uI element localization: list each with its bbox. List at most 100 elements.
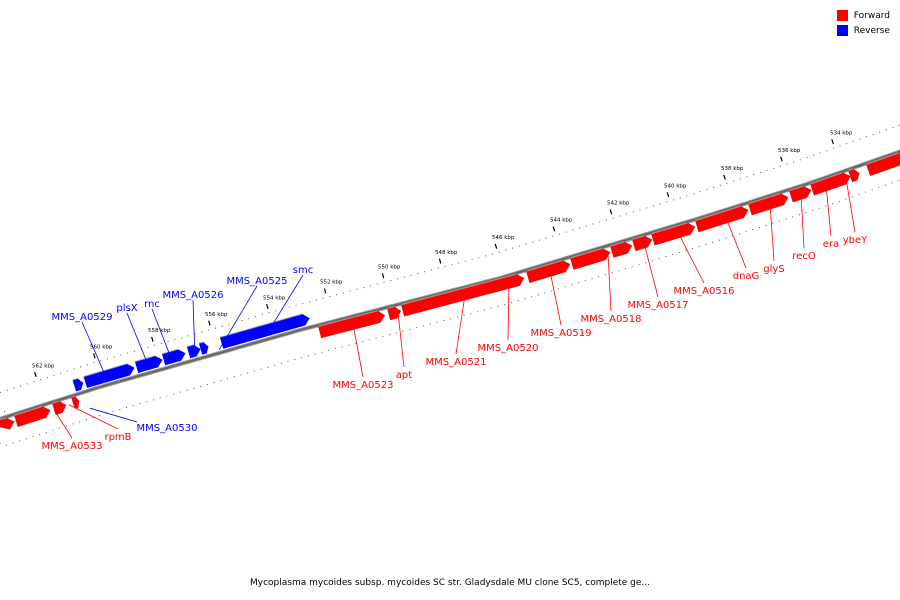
reverse-leader: [218, 285, 258, 351]
forward-gene-arrow-shadow: [651, 222, 688, 235]
forward-gene-label: MMS_A0520: [478, 343, 539, 354]
scale-tick: [494, 243, 498, 249]
forward-leader: [68, 404, 119, 430]
forward-leader: [677, 232, 705, 284]
forward-gene-label: MMS_A0516: [674, 286, 735, 297]
forward-gene-arrow-shadow: [526, 259, 563, 272]
forward-gene-label: MMS_A0519: [531, 328, 592, 339]
forward-leader: [507, 283, 510, 341]
reverse-leader: [151, 308, 174, 364]
forward-leader: [725, 217, 747, 269]
reverse-gene-arrow: [72, 378, 84, 392]
forward-gene-label: recO: [792, 251, 816, 262]
reverse-gene-label: MMS_A0530: [137, 423, 198, 434]
reverse-gene-arrow: [219, 313, 310, 349]
reverse-gene-label: MMS_A0525: [227, 276, 288, 287]
scale-tick: [723, 174, 726, 180]
reverse-gene-arrow-shadow: [198, 341, 204, 344]
legend-reverse-label: Reverse: [853, 25, 890, 36]
forward-gene-arrow-shadow: [318, 310, 378, 327]
forward-leader: [352, 324, 364, 378]
forward-gene-label: MMS_A0518: [581, 314, 642, 325]
forward-gene-arrow-shadow: [401, 273, 517, 306]
forward-gene-arrow-shadow: [52, 400, 60, 404]
forward-gene-arrow: [847, 168, 860, 183]
scale-label: 550 kbp: [378, 265, 401, 271]
forward-leader: [455, 295, 466, 355]
backbone: [0, 150, 900, 420]
forward-gene-arrow-shadow: [632, 235, 645, 240]
reverse-swatch: [836, 25, 848, 36]
reverse-gene-arrow: [186, 344, 201, 359]
reverse-gene-arrow-shadow: [219, 313, 303, 338]
genome-caption: Mycoplasma mycoides subsp. mycoides SC s…: [250, 578, 650, 588]
reverse-leader: [264, 274, 304, 338]
scale-tick: [93, 353, 96, 359]
scale-tick: [552, 226, 556, 232]
reverse-gene-label: rnc: [144, 299, 160, 310]
forward-gene-label: MMS_A0523: [333, 380, 394, 391]
forward-gene-label: dnaG: [733, 271, 760, 282]
forward-leader: [53, 409, 73, 439]
legend-forward-label: Forward: [853, 10, 890, 21]
scale-label: 538 kbp: [721, 166, 744, 172]
scale-tick: [266, 303, 269, 310]
reverse-gene-arrow-shadow: [72, 377, 78, 381]
reverse-gene-arrow: [161, 349, 186, 366]
reverse-leader: [126, 312, 151, 370]
forward-leader: [643, 242, 659, 298]
scale-label: 562 kbp: [32, 363, 55, 369]
reverse-gene-label: plsX: [116, 303, 137, 314]
scale-label: 536 kbp: [778, 148, 801, 154]
scale-tick: [609, 209, 613, 215]
forward-gene-arrow-shadow: [0, 417, 7, 421]
forward-gene-arrow-shadow: [748, 192, 781, 205]
reverse-gene-arrow-shadow: [186, 344, 194, 348]
reverse-leader: [192, 299, 196, 357]
legend-forward: Forward: [836, 8, 890, 23]
reverse-gene-label: smc: [293, 265, 313, 276]
forward-leader: [845, 178, 856, 233]
forward-leader: [800, 193, 805, 249]
scale-tick: [34, 371, 37, 378]
forward-gene-arrow-shadow: [570, 247, 603, 259]
forward-gene-label: rpmB: [104, 432, 131, 443]
scale-tick: [323, 288, 327, 294]
scale-label: 544 kbp: [550, 218, 573, 224]
reverse-gene-label: MMS_A0529: [52, 312, 113, 323]
scale-label: 546 kbp: [492, 235, 515, 241]
scale-label: 552 kbp: [320, 280, 343, 286]
forward-gene-label: ybeY: [843, 235, 868, 246]
forward-leader: [397, 312, 405, 368]
forward-gene-arrow-shadow: [866, 152, 900, 165]
scale-tick: [831, 139, 834, 145]
reverse-leader: [81, 321, 109, 382]
scale-tick: [208, 320, 211, 326]
scale-tick: [780, 156, 783, 162]
forward-leader: [607, 253, 612, 312]
reverse-leader: [89, 407, 138, 423]
scale-label: 556 kbp: [205, 312, 228, 318]
forward-gene-arrow-shadow: [695, 205, 741, 222]
scale-tick: [438, 258, 442, 264]
forward-gene-label: apt: [396, 370, 412, 381]
outer-tick-track: [0, 124, 900, 422]
scale-label: 560 kbp: [90, 345, 113, 351]
forward-gene-arrow: [0, 417, 15, 430]
forward-gene-arrow-shadow: [610, 241, 625, 247]
scale-label: 554 kbp: [263, 295, 286, 301]
forward-gene-arrow-shadow: [789, 185, 804, 192]
backbone-shadow: [0, 149, 900, 421]
forward-gene-label: MMS_A0517: [628, 300, 689, 311]
reverse-gene-arrow: [198, 342, 209, 355]
forward-gene-arrow-shadow: [387, 306, 395, 309]
forward-leader: [825, 185, 832, 237]
legend: Forward Reverse: [836, 8, 890, 38]
forward-leader: [549, 270, 562, 326]
forward-gene-arrow-shadow: [14, 405, 43, 416]
forward-gene-label: MMS_A0533: [42, 441, 103, 452]
reverse-gene-arrow: [83, 363, 135, 388]
reverse-gene-arrow-shadow: [161, 348, 179, 355]
forward-leader: [769, 203, 775, 262]
forward-gene-label: glyS: [763, 264, 784, 275]
